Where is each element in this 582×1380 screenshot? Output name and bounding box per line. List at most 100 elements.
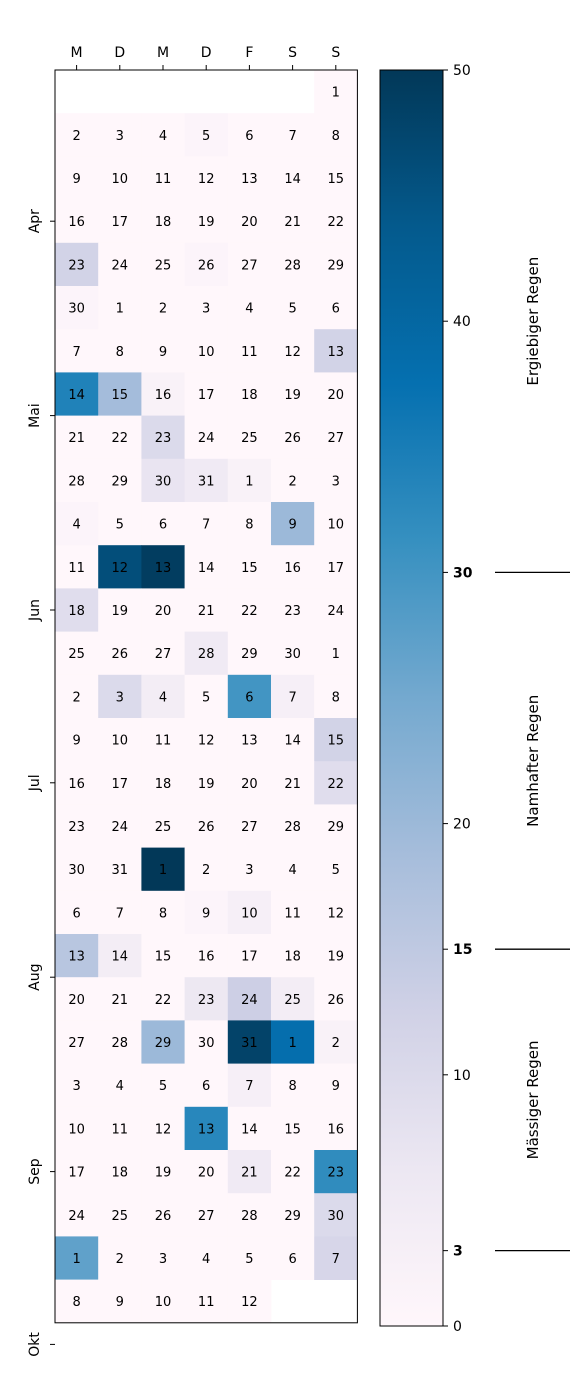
day-number: 11	[198, 1295, 215, 1310]
calendar-cell	[98, 1193, 142, 1237]
day-number: 30	[328, 1209, 345, 1224]
day-number: 13	[241, 172, 258, 187]
calendar-cell	[141, 156, 185, 200]
weekday-label: M	[71, 45, 83, 61]
calendar-cell	[98, 1279, 142, 1324]
day-number: 25	[68, 647, 85, 662]
day-number: 18	[284, 950, 301, 965]
calendar-cell	[271, 458, 315, 503]
day-number: 2	[202, 863, 210, 878]
colorbar-tick-label: 30	[453, 565, 473, 581]
day-number: 6	[245, 129, 253, 144]
calendar-cell	[227, 934, 272, 978]
calendar-cell	[55, 1236, 99, 1280]
day-number: 9	[72, 734, 80, 749]
calendar-cell	[184, 1279, 229, 1324]
calendar-cell	[271, 847, 315, 892]
calendar-cell	[314, 1150, 358, 1194]
band-label: Ergiebiger Regen	[524, 257, 542, 386]
day-number: 10	[155, 1295, 172, 1310]
calendar-cell	[141, 761, 185, 805]
day-number: 1	[288, 1036, 296, 1051]
calendar-cell	[184, 199, 229, 244]
day-number: 10	[68, 1122, 85, 1137]
day-number: 23	[198, 993, 215, 1008]
calendar-cell	[98, 286, 142, 330]
colorbar-tick-label: 10	[453, 1068, 471, 1084]
calendar-cell	[184, 1020, 229, 1064]
calendar-cell	[98, 415, 142, 460]
day-number: 15	[112, 388, 129, 403]
band-label: Mässiger Regen	[524, 1040, 542, 1159]
day-number: 9	[288, 518, 296, 533]
calendar-cell	[141, 458, 185, 503]
month-axis: Apr Mai Jun Jul Aug Sep Okt	[27, 209, 55, 1357]
calendar-cell	[271, 415, 315, 460]
calendar-cell	[98, 1236, 142, 1280]
calendar-cell	[141, 1106, 185, 1151]
day-number: 10	[112, 172, 129, 187]
calendar-cell	[227, 199, 272, 244]
calendar-cell	[271, 977, 315, 1021]
day-number: 8	[116, 345, 124, 360]
day-number: 10	[241, 906, 258, 921]
calendar-cell	[184, 372, 229, 416]
calendar-cell	[314, 545, 358, 589]
calendar-cell	[98, 631, 142, 676]
colorbar-bands: Mässiger Regen Namhafter Regen Ergiebiger …	[495, 257, 570, 1252]
day-number: 24	[68, 1209, 85, 1224]
day-number: 27	[241, 820, 258, 835]
calendar-cell	[141, 588, 185, 632]
calendar-cell	[184, 718, 229, 762]
calendar-cell	[141, 718, 185, 762]
day-number: 30	[68, 302, 85, 317]
day-number: 11	[155, 734, 172, 749]
day-number: 24	[198, 431, 215, 446]
day-number: 31	[112, 863, 129, 878]
day-number: 21	[198, 604, 215, 619]
calendar-cell	[271, 372, 315, 416]
calendar-cell	[98, 458, 142, 503]
day-number: 30	[198, 1036, 215, 1051]
day-number: 16	[68, 777, 85, 792]
day-number: 15	[328, 172, 345, 187]
calendar-cell	[184, 1193, 229, 1237]
day-number: 8	[72, 1295, 80, 1310]
day-number: 16	[328, 1122, 345, 1137]
calendar-cell	[141, 847, 185, 892]
calendar-cell	[184, 545, 229, 589]
calendar-cell	[271, 1063, 315, 1108]
day-number: 17	[241, 950, 258, 965]
calendar-cell	[55, 113, 99, 157]
calendar-cell	[314, 1020, 358, 1064]
calendar-cell	[98, 242, 142, 287]
calendar-cell	[227, 847, 272, 892]
day-number: 3	[72, 1079, 80, 1094]
calendar-cell	[227, 113, 272, 157]
day-number: 19	[328, 950, 345, 965]
day-number: 19	[155, 1166, 172, 1181]
day-number: 28	[112, 1036, 129, 1051]
day-number: 17	[328, 561, 345, 576]
calendar-cell	[314, 674, 358, 719]
day-number: 21	[284, 215, 301, 230]
calendar-cell	[98, 545, 142, 589]
calendar-cell	[55, 1150, 99, 1194]
day-number: 3	[116, 690, 124, 705]
calendar-cell	[227, 545, 272, 589]
day-number: 7	[288, 690, 296, 705]
day-number: 7	[72, 345, 80, 360]
day-number: 1	[332, 647, 340, 662]
day-number: 2	[116, 1252, 124, 1267]
colorbar-tick-label: 40	[453, 314, 471, 330]
day-number: 29	[112, 474, 129, 489]
day-number: 9	[332, 1079, 340, 1094]
day-number: 6	[288, 1252, 296, 1267]
calendar-cell	[227, 329, 272, 373]
calendar-cell	[271, 1236, 315, 1280]
day-number: 9	[72, 172, 80, 187]
calendar-cell	[227, 372, 272, 416]
calendar-cell	[55, 1020, 99, 1064]
calendar-cell	[227, 631, 272, 676]
day-number: 14	[112, 950, 129, 965]
